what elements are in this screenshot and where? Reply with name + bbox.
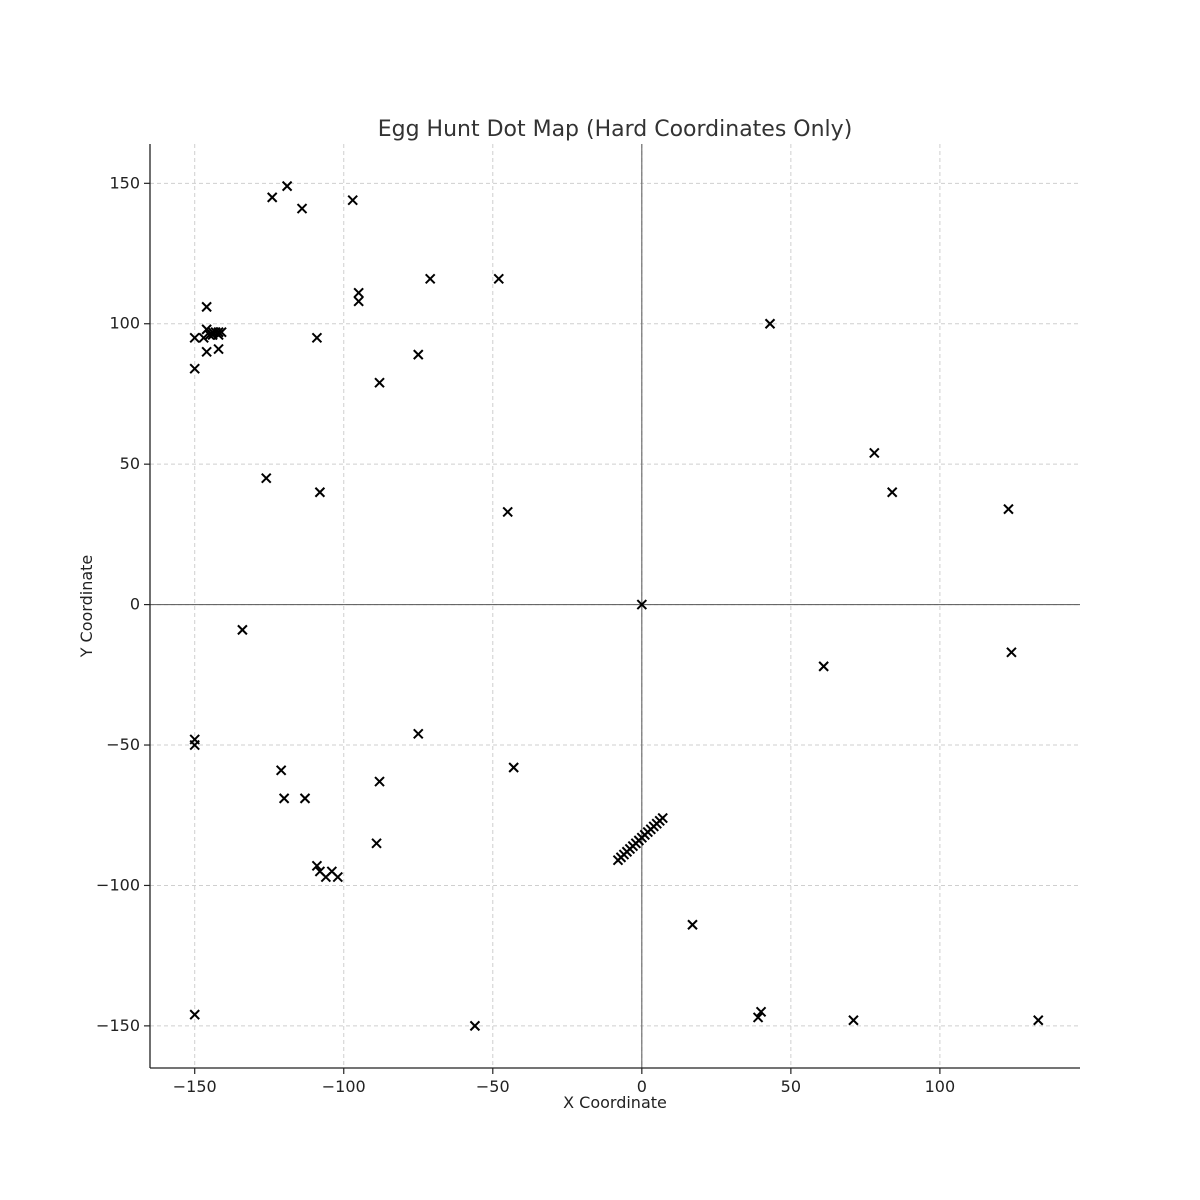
data-point bbox=[278, 793, 290, 804]
data-point bbox=[424, 273, 436, 285]
x-tick-label: 50 bbox=[781, 1077, 801, 1096]
y-tick-label: −150 bbox=[96, 1016, 140, 1035]
data-point bbox=[413, 349, 424, 360]
data-point bbox=[261, 473, 272, 484]
axis-ticks: −150 −100 −50 0 50 100 −150 −100 −50 0 50 100 150 bbox=[96, 173, 955, 1096]
data-point bbox=[198, 332, 209, 343]
data-point bbox=[1003, 503, 1014, 515]
data-point bbox=[299, 793, 311, 804]
x-tick-label: 100 bbox=[925, 1077, 956, 1096]
data-point bbox=[687, 919, 698, 930]
data-point bbox=[189, 332, 200, 343]
data-point bbox=[374, 377, 385, 388]
x-axis-label: X Coordinate bbox=[563, 1093, 667, 1112]
data-point bbox=[752, 1012, 764, 1023]
data-point bbox=[189, 1009, 200, 1020]
data-point bbox=[189, 739, 200, 751]
data-point bbox=[657, 812, 668, 824]
data-point bbox=[267, 192, 278, 203]
data-point bbox=[213, 326, 224, 338]
data-point bbox=[332, 871, 343, 883]
data-point bbox=[237, 624, 248, 636]
data-point bbox=[296, 203, 308, 214]
data-point bbox=[311, 332, 323, 343]
y-tick-label: 100 bbox=[109, 314, 140, 333]
data-point bbox=[818, 661, 829, 672]
y-axis-label: Y Coordinate bbox=[77, 555, 96, 659]
data-points bbox=[189, 180, 1044, 1032]
data-point bbox=[887, 487, 898, 498]
data-point bbox=[314, 487, 326, 498]
data-point bbox=[636, 599, 648, 610]
data-point bbox=[189, 363, 200, 374]
data-point bbox=[1033, 1015, 1044, 1026]
data-point bbox=[201, 301, 212, 313]
data-point bbox=[374, 776, 385, 787]
data-point bbox=[1006, 647, 1017, 658]
data-point bbox=[869, 447, 880, 459]
data-point bbox=[347, 194, 358, 206]
data-point bbox=[413, 728, 424, 739]
data-point bbox=[201, 346, 212, 358]
x-tick-label: 0 bbox=[637, 1077, 647, 1096]
data-point bbox=[353, 296, 364, 307]
y-tick-label: −100 bbox=[96, 875, 140, 894]
data-point bbox=[469, 1020, 481, 1032]
data-point bbox=[755, 1006, 767, 1018]
data-point bbox=[281, 180, 293, 192]
data-point bbox=[311, 860, 323, 871]
x-tick-label: −50 bbox=[476, 1077, 510, 1096]
data-point bbox=[213, 343, 224, 355]
y-tick-label: 50 bbox=[120, 454, 140, 473]
data-point bbox=[353, 287, 364, 299]
y-tick-label: −50 bbox=[106, 735, 140, 754]
data-point bbox=[502, 506, 513, 518]
data-point bbox=[764, 318, 776, 329]
data-point bbox=[848, 1015, 859, 1026]
y-tick-label: 0 bbox=[130, 595, 140, 614]
data-point bbox=[213, 329, 224, 341]
data-point bbox=[493, 273, 504, 285]
chart-title: Egg Hunt Dot Map (Hard Coordinates Only) bbox=[378, 117, 853, 142]
axes-spines bbox=[149, 144, 1080, 1069]
data-point bbox=[508, 762, 519, 773]
y-tick-label: 150 bbox=[109, 173, 140, 192]
data-point bbox=[275, 765, 287, 776]
data-point bbox=[371, 838, 382, 849]
x-tick-label: −100 bbox=[322, 1077, 366, 1096]
x-tick-label: −150 bbox=[173, 1077, 217, 1096]
